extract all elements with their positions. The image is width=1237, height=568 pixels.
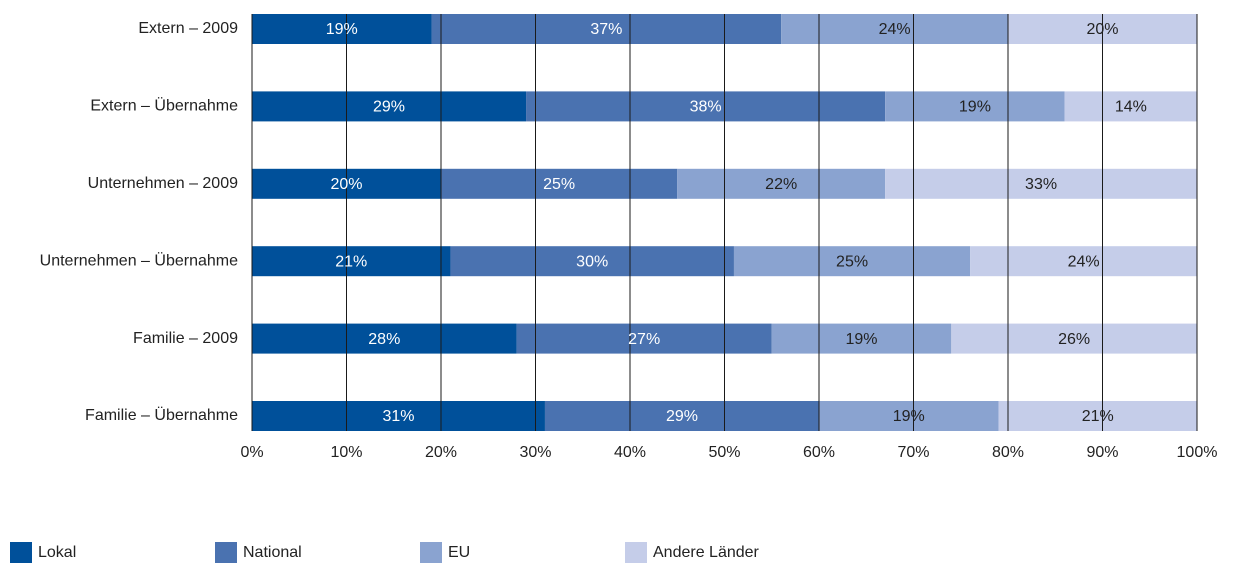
data-label: 21% (1082, 408, 1114, 425)
data-label: 24% (1068, 253, 1100, 270)
legend-label: Andere Länder (653, 544, 760, 561)
bar-segment (450, 246, 734, 277)
bar-segment (252, 246, 451, 277)
data-label: 14% (1115, 99, 1147, 116)
legend-swatch (625, 542, 647, 564)
bar-segment (885, 168, 1197, 199)
legend-swatch (420, 542, 442, 564)
x-tick-label: 90% (1086, 444, 1118, 461)
y-tick-label: Familie – Übernahme (85, 406, 238, 424)
bar-segment (951, 323, 1197, 354)
y-tick-label: Extern – Übernahme (90, 97, 238, 115)
bar-segment (677, 168, 886, 199)
bar-segment (252, 401, 545, 431)
x-tick-label: 50% (708, 444, 740, 461)
bar-segment (885, 91, 1065, 122)
y-tick-label: Unternehmen – 2009 (88, 175, 238, 192)
legend-swatch (215, 542, 237, 564)
data-label: 20% (330, 176, 362, 193)
data-label: 22% (765, 176, 797, 193)
legend-label: National (243, 544, 302, 561)
data-label: 33% (1025, 176, 1057, 193)
x-tick-label: 100% (1177, 444, 1218, 461)
x-tick-label: 20% (425, 444, 457, 461)
bar-segment (431, 14, 782, 44)
data-label: 20% (1086, 21, 1118, 38)
data-label: 31% (382, 408, 414, 425)
data-label: 27% (628, 331, 660, 348)
y-tick-label: Familie – 2009 (133, 330, 238, 347)
bar-segment (998, 401, 1197, 431)
data-label: 29% (666, 408, 698, 425)
bar-segment (771, 323, 952, 354)
data-label: 19% (846, 331, 878, 348)
legend-swatch (10, 542, 32, 564)
x-tick-label: 10% (330, 444, 362, 461)
legend-label: Lokal (38, 544, 76, 561)
data-label: 29% (373, 99, 405, 116)
bar-segment (544, 401, 819, 431)
bar-segment (252, 323, 517, 354)
bar-segment (1064, 91, 1197, 122)
data-label: 24% (879, 21, 911, 38)
data-label: 19% (959, 99, 991, 116)
data-label: 38% (690, 99, 722, 116)
data-label: 26% (1058, 331, 1090, 348)
data-label: 21% (335, 253, 367, 270)
bar-segment (526, 91, 886, 122)
x-tick-label: 30% (519, 444, 551, 461)
bar-segment (252, 14, 432, 44)
x-tick-label: 60% (803, 444, 835, 461)
bar-segment (733, 246, 971, 277)
data-label: 28% (368, 331, 400, 348)
y-tick-label: Extern – 2009 (138, 20, 238, 37)
bar-segment (441, 168, 678, 199)
legend-label: EU (448, 544, 470, 561)
bar-segment (516, 323, 772, 354)
y-tick-label: Unternehmen – Übernahme (40, 251, 238, 269)
x-tick-label: 0% (240, 444, 263, 461)
bar-segment (252, 91, 527, 122)
data-label: 19% (893, 408, 925, 425)
data-label: 37% (590, 21, 622, 38)
bar-segment (819, 401, 999, 431)
data-label: 25% (836, 253, 868, 270)
data-label: 19% (326, 21, 358, 38)
data-label: 25% (543, 176, 575, 193)
data-label: 30% (576, 253, 608, 270)
x-tick-label: 40% (614, 444, 646, 461)
x-tick-label: 70% (897, 444, 929, 461)
x-tick-label: 80% (992, 444, 1024, 461)
